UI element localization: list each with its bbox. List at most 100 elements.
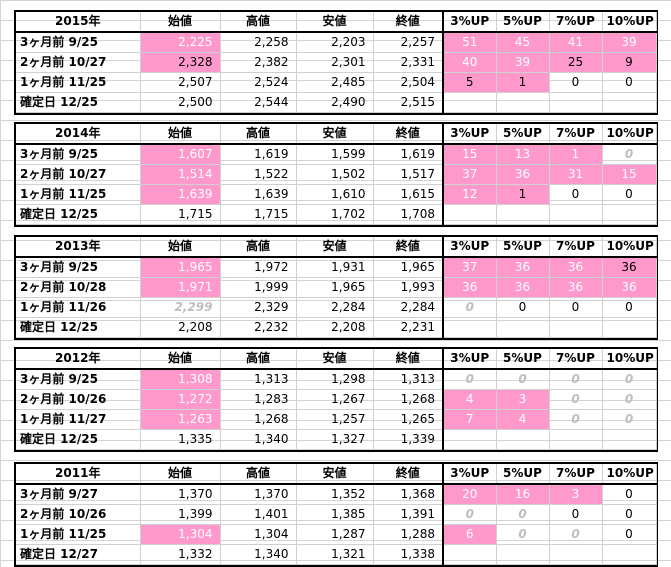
row-label[interactable]: 確定日 12/25 bbox=[16, 92, 141, 113]
cell-3pct[interactable]: 6 bbox=[443, 524, 497, 545]
cell-3pct[interactable] bbox=[443, 544, 497, 565]
cell-low[interactable]: 1,352 bbox=[296, 484, 374, 505]
cell-7pct[interactable]: 31 bbox=[549, 164, 603, 185]
cell-5pct[interactable]: 1 bbox=[496, 184, 550, 205]
cell-3pct[interactable] bbox=[443, 317, 497, 338]
cell-low[interactable]: 1,298 bbox=[296, 369, 374, 390]
cell-open[interactable]: 2,328 bbox=[140, 52, 221, 73]
col-header-7pct[interactable]: 7%UP bbox=[549, 124, 603, 145]
cell-close[interactable]: 1,517 bbox=[373, 164, 444, 185]
cell-open[interactable]: 2,225 bbox=[140, 32, 221, 53]
col-header-3pct[interactable]: 3%UP bbox=[443, 237, 497, 258]
cell-5pct[interactable] bbox=[496, 429, 550, 450]
row-label[interactable]: 1ヶ月前 11/25 bbox=[16, 524, 141, 545]
cell-7pct[interactable] bbox=[549, 317, 603, 338]
cell-3pct[interactable]: 20 bbox=[443, 484, 497, 505]
row-label[interactable]: 2ヶ月前 10/26 bbox=[16, 504, 141, 525]
cell-open[interactable]: 1,965 bbox=[140, 257, 221, 278]
cell-close[interactable]: 1,708 bbox=[373, 204, 444, 225]
col-header-5pct[interactable]: 5%UP bbox=[496, 349, 550, 370]
cell-3pct[interactable]: 40 bbox=[443, 52, 497, 73]
row-label[interactable]: 1ヶ月前 11/25 bbox=[16, 72, 141, 93]
col-header-high[interactable]: 高値 bbox=[220, 464, 297, 485]
cell-open[interactable]: 1,308 bbox=[140, 369, 221, 390]
cell-open[interactable]: 1,607 bbox=[140, 144, 221, 165]
cell-low[interactable]: 1,321 bbox=[296, 544, 374, 565]
cell-close[interactable]: 1,288 bbox=[373, 524, 444, 545]
col-header-5pct[interactable]: 5%UP bbox=[496, 464, 550, 485]
cell-3pct[interactable]: 12 bbox=[443, 184, 497, 205]
cell-3pct[interactable]: 0 bbox=[443, 369, 497, 390]
col-header-3pct[interactable]: 3%UP bbox=[443, 464, 497, 485]
cell-open[interactable]: 1,639 bbox=[140, 184, 221, 205]
cell-5pct[interactable]: 0 bbox=[496, 297, 550, 318]
cell-3pct[interactable]: 36 bbox=[443, 277, 497, 298]
row-label[interactable]: 2ヶ月前 10/27 bbox=[16, 164, 141, 185]
cell-high[interactable]: 1,401 bbox=[220, 504, 297, 525]
cell-open[interactable]: 1,399 bbox=[140, 504, 221, 525]
col-header-10pct[interactable]: 10%UP bbox=[602, 124, 657, 145]
cell-close[interactable]: 1,391 bbox=[373, 504, 444, 525]
cell-low[interactable]: 2,485 bbox=[296, 72, 374, 93]
col-header-open[interactable]: 始値 bbox=[140, 464, 221, 485]
cell-5pct[interactable]: 36 bbox=[496, 277, 550, 298]
cell-close[interactable]: 1,338 bbox=[373, 544, 444, 565]
cell-3pct[interactable]: 37 bbox=[443, 164, 497, 185]
col-header-5pct[interactable]: 5%UP bbox=[496, 237, 550, 258]
cell-open[interactable]: 1,304 bbox=[140, 524, 221, 545]
row-label[interactable]: 確定日 12/27 bbox=[16, 544, 141, 565]
cell-5pct[interactable] bbox=[496, 204, 550, 225]
col-header-low[interactable]: 安値 bbox=[296, 349, 374, 370]
row-label[interactable]: 1ヶ月前 11/27 bbox=[16, 409, 141, 430]
cell-low[interactable]: 1,702 bbox=[296, 204, 374, 225]
cell-close[interactable]: 2,515 bbox=[373, 92, 444, 113]
col-header-5pct[interactable]: 5%UP bbox=[496, 124, 550, 145]
col-header-3pct[interactable]: 3%UP bbox=[443, 12, 497, 33]
row-label[interactable]: 3ヶ月前 9/25 bbox=[16, 369, 141, 390]
cell-10pct[interactable] bbox=[602, 204, 657, 225]
cell-7pct[interactable]: 0 bbox=[549, 504, 603, 525]
cell-5pct[interactable] bbox=[496, 544, 550, 565]
cell-7pct[interactable]: 25 bbox=[549, 52, 603, 73]
cell-high[interactable]: 2,232 bbox=[220, 317, 297, 338]
cell-3pct[interactable]: 5 bbox=[443, 72, 497, 93]
cell-10pct[interactable]: 0 bbox=[602, 144, 657, 165]
cell-5pct[interactable]: 16 bbox=[496, 484, 550, 505]
cell-close[interactable]: 1,268 bbox=[373, 389, 444, 410]
cell-low[interactable]: 1,931 bbox=[296, 257, 374, 278]
cell-high[interactable]: 1,999 bbox=[220, 277, 297, 298]
col-header-open[interactable]: 始値 bbox=[140, 237, 221, 258]
col-header-high[interactable]: 高値 bbox=[220, 12, 297, 33]
cell-10pct[interactable]: 0 bbox=[602, 409, 657, 430]
cell-open[interactable]: 1,370 bbox=[140, 484, 221, 505]
cell-3pct[interactable] bbox=[443, 204, 497, 225]
cell-close[interactable]: 1,339 bbox=[373, 429, 444, 450]
col-header-10pct[interactable]: 10%UP bbox=[602, 12, 657, 33]
col-header-close[interactable]: 終値 bbox=[373, 12, 444, 33]
cell-10pct[interactable]: 9 bbox=[602, 52, 657, 73]
col-header-7pct[interactable]: 7%UP bbox=[549, 349, 603, 370]
row-label[interactable]: 3ヶ月前 9/25 bbox=[16, 257, 141, 278]
cell-10pct[interactable] bbox=[602, 317, 657, 338]
year-label[interactable]: 2014年 bbox=[16, 124, 141, 145]
cell-7pct[interactable] bbox=[549, 92, 603, 113]
cell-close[interactable]: 1,313 bbox=[373, 369, 444, 390]
cell-3pct[interactable]: 4 bbox=[443, 389, 497, 410]
cell-high[interactable]: 1,304 bbox=[220, 524, 297, 545]
cell-close[interactable]: 2,331 bbox=[373, 52, 444, 73]
cell-high[interactable]: 1,340 bbox=[220, 429, 297, 450]
cell-close[interactable]: 1,615 bbox=[373, 184, 444, 205]
cell-3pct[interactable]: 7 bbox=[443, 409, 497, 430]
col-header-3pct[interactable]: 3%UP bbox=[443, 349, 497, 370]
cell-low[interactable]: 2,490 bbox=[296, 92, 374, 113]
cell-open[interactable]: 1,335 bbox=[140, 429, 221, 450]
cell-high[interactable]: 2,382 bbox=[220, 52, 297, 73]
cell-high[interactable]: 1,972 bbox=[220, 257, 297, 278]
cell-3pct[interactable]: 51 bbox=[443, 32, 497, 53]
cell-close[interactable]: 1,993 bbox=[373, 277, 444, 298]
cell-low[interactable]: 1,385 bbox=[296, 504, 374, 525]
col-header-high[interactable]: 高値 bbox=[220, 124, 297, 145]
cell-low[interactable]: 1,257 bbox=[296, 409, 374, 430]
row-label[interactable]: 2ヶ月前 10/28 bbox=[16, 277, 141, 298]
cell-low[interactable]: 1,267 bbox=[296, 389, 374, 410]
